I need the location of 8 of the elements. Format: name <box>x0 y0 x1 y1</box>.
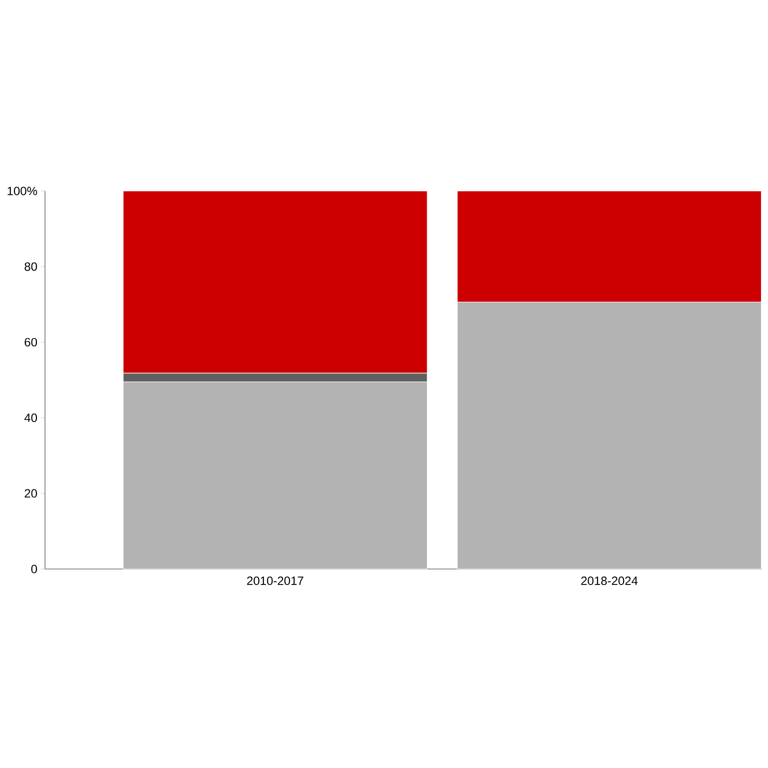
y-tick-label: 60 <box>24 338 37 346</box>
y-tick-label: 40 <box>24 414 37 422</box>
x-tick-label: 2010-2017 <box>247 576 304 586</box>
y-tick-label: 80 <box>24 262 37 271</box>
y-tick-label: 20 <box>24 489 37 498</box>
x-tick-label: 2018-2024 <box>581 576 638 586</box>
y-tick-label: 100% <box>8 186 38 196</box>
y-tick-label: 0 <box>31 564 38 574</box>
